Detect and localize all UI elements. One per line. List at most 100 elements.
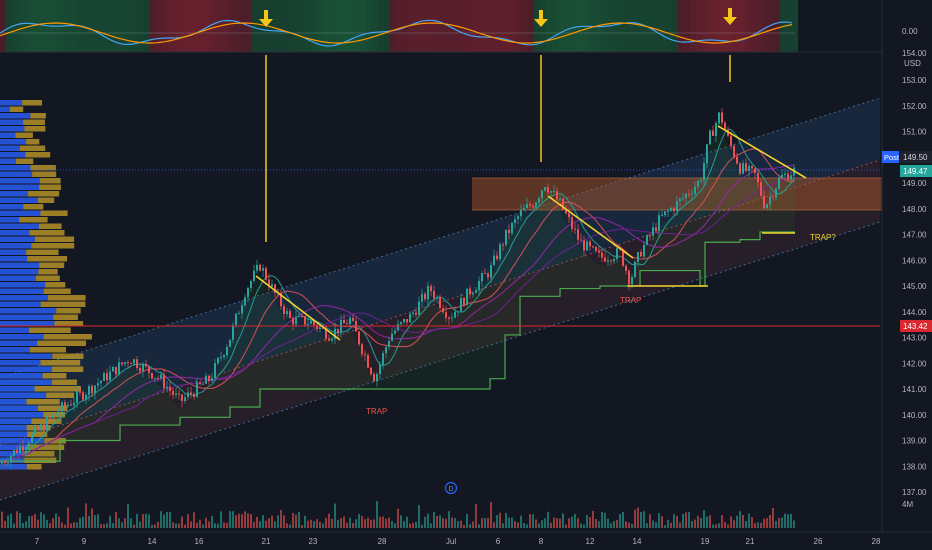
volume-bar (718, 523, 720, 528)
volume-bar (241, 514, 243, 528)
volume-bar (133, 524, 135, 528)
volume-profile-bar (34, 386, 81, 392)
volume-bar (667, 519, 669, 528)
volume-bar (313, 521, 315, 528)
candle-body (409, 314, 411, 323)
oscillator-column (444, 0, 450, 52)
volume-profile-bar (23, 204, 44, 210)
volume-bar (523, 522, 525, 528)
volume-profile-bar (0, 269, 39, 275)
volume-profile-bar (0, 464, 27, 470)
volume-bar (418, 505, 420, 528)
volume-bar (502, 523, 504, 528)
volume-profile-bar (56, 308, 81, 314)
candle-body (67, 404, 69, 407)
volume-bar (694, 519, 696, 528)
volume-bar (19, 513, 21, 528)
volume-profile-bar (29, 230, 65, 236)
candle-body (448, 317, 450, 319)
volume-bar (124, 518, 126, 528)
oscillator-column (342, 0, 348, 52)
price-tick-label: 140.00 (902, 411, 927, 420)
candle-body (526, 204, 528, 209)
volume-bar (385, 518, 387, 528)
volume-bar (691, 521, 693, 528)
oscillator-slow-line (0, 22, 793, 44)
volume-bar (622, 511, 624, 528)
volume-bar (94, 515, 96, 528)
price-tick-label: 141.00 (902, 385, 927, 394)
oscillator-column (168, 0, 174, 52)
candle-body (421, 293, 423, 302)
candle-body (559, 198, 561, 200)
date-tick-label: 28 (378, 537, 387, 546)
volume-profile-bar (53, 314, 78, 320)
candle-body (121, 362, 123, 365)
oscillator-column (156, 0, 162, 52)
trendline-3 (717, 125, 807, 179)
volume-bar (283, 515, 285, 528)
volume-bar (535, 519, 537, 528)
oscillator-column (492, 0, 498, 52)
volume-bar (316, 519, 318, 528)
candle-body (472, 292, 474, 295)
candle-body (178, 393, 180, 395)
volume-bar (541, 520, 543, 528)
volume-bar (520, 515, 522, 528)
candle-body (511, 222, 513, 234)
candle-body (601, 252, 603, 258)
oscillator-column (726, 0, 732, 52)
candle-body (310, 321, 312, 324)
volume-profile-bar (34, 236, 75, 242)
candle-body (664, 211, 666, 215)
oscillator-column (708, 0, 714, 52)
candle-body (592, 246, 594, 248)
volume-bar (664, 524, 666, 528)
oscillator-column (456, 0, 462, 52)
oscillator-column (576, 0, 582, 52)
volume-bar (373, 519, 375, 528)
volume-bar (166, 512, 168, 528)
volume-bar (193, 512, 195, 528)
price-tick-label: 146.00 (902, 256, 927, 265)
volume-bar (574, 513, 576, 528)
candle-body (244, 297, 246, 306)
volume-bar (361, 515, 363, 528)
event-marker-icon[interactable] (444, 481, 458, 495)
candle-body (634, 261, 636, 278)
candle-body (307, 323, 309, 325)
volume-bar (475, 504, 477, 528)
oscillator-column (402, 0, 408, 52)
volume-bar (658, 513, 660, 528)
oscillator-column (288, 0, 294, 52)
volume-bar (394, 523, 396, 528)
oscillator-column (420, 0, 426, 52)
volume-profile-bar (26, 464, 42, 470)
volume-bar (289, 524, 291, 528)
date-tick-label: 19 (701, 537, 710, 546)
volume-bar (205, 517, 207, 528)
candle-body (193, 394, 195, 397)
candle-body (748, 165, 750, 171)
candle-body (493, 255, 495, 265)
volume-bar (379, 516, 381, 528)
volume-profile-bar (35, 275, 60, 281)
oscillator-column (666, 0, 672, 52)
date-tick-label: 12 (586, 537, 595, 546)
date-tick-label: 26 (814, 537, 823, 546)
price-tick-label: 145.00 (902, 282, 927, 291)
candle-body (157, 377, 159, 379)
candle-body (319, 327, 321, 330)
volume-bar (703, 510, 705, 528)
volume-bar (31, 515, 33, 528)
volume-bar (178, 523, 180, 528)
candle-body (175, 393, 177, 395)
lower-channel-fill (0, 160, 880, 500)
candle-body (517, 216, 519, 220)
price-tick-label: 138.00 (902, 462, 927, 471)
volume-bar (655, 522, 657, 528)
candle-body (253, 270, 255, 281)
volume-profile-bar (27, 191, 60, 197)
volume-bar (553, 517, 555, 528)
